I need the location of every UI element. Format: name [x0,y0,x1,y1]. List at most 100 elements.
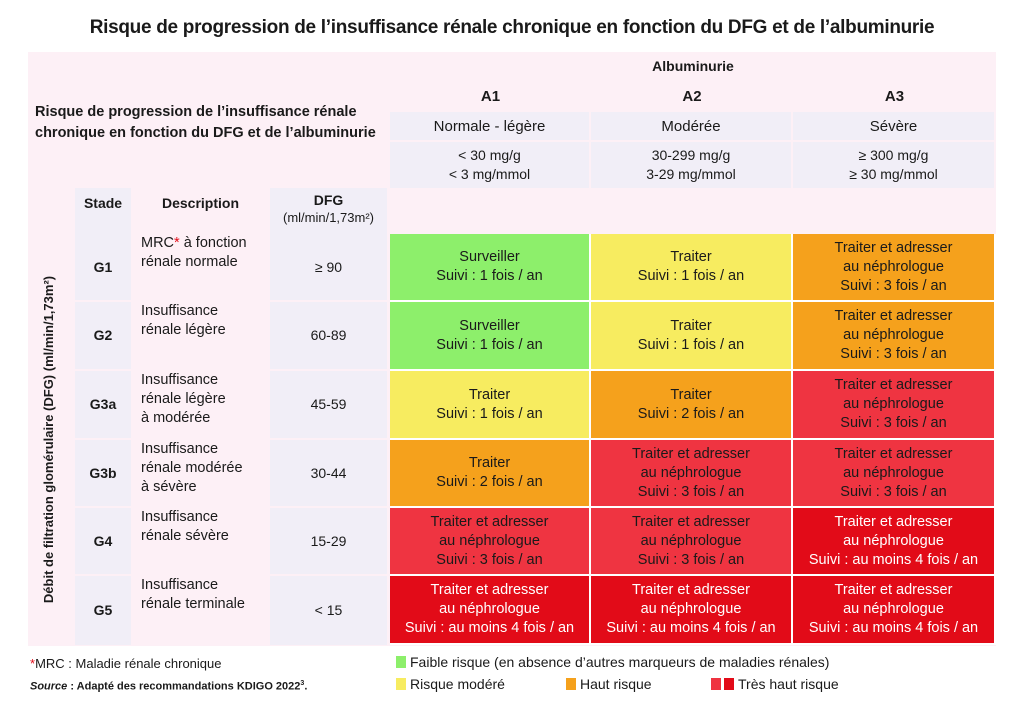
cell-line: Suivi : au moins 4 fois / an [404,620,575,636]
stage-g3b: G3b [75,440,131,508]
description-line: Insuffisance [141,441,219,457]
dfg-value: 45-59 [270,371,387,440]
cell-line: Traiter et adresser [834,513,953,530]
cell-line: Surveiller [459,317,520,334]
cell-line: au néphrologue [843,464,944,481]
cell-line: Traiter et adresser [632,513,750,530]
cell-line: au néphrologue [640,601,742,617]
cell-line: Suivi : au moins 4 fois / an [808,620,979,636]
albumin-label: Normale - légère [390,112,591,140]
cell-line: Traiter et adresser [430,582,549,598]
description-line: à sévère [141,479,197,495]
dfg-value: ≥ 90 [270,234,387,302]
description-line: Insuffisance [141,509,219,525]
albumin-code-a3: A3 [884,87,905,105]
stage-description: MRC* à fonction rénale normale [133,234,268,302]
footnote-star: * [174,235,180,251]
risk-cell-g1-a3: Traiter et adresser au néphrologue Suivi :… [793,234,996,302]
legend-swatch-high [566,678,576,690]
risk-cell-g4-a3: Traiter et adresser au néphrologue Suivi :… [793,508,996,576]
stage-g1: G1 [75,234,131,302]
description-line: rénale modérée [141,460,243,476]
legend-label: Très haut risque [738,676,839,692]
cell-line: Traiter [468,455,511,471]
description-line: Insuffisance [141,577,219,593]
stage-description: Insuffisance rénale sévère [133,508,268,576]
risk-cell-g5-a1: Traiter et adresser au néphrologue Suivi :… [390,576,591,645]
cell-line: Traiter et adresser [834,308,953,324]
legend-label: Haut risque [580,676,652,692]
risk-cell-g3b-a3: Traiter et adresser au néphrologue Suivi :… [793,440,996,508]
cell-line: Suivi : 3 fois / an [637,483,745,500]
risk-cell-g1-a1: Surveiller Suivi : 1 fois / an [390,234,591,302]
cell-line: Suivi : 1 fois / an [436,336,543,353]
stage-description: Insuffisance rénale légère [133,302,268,371]
cell-line: Traiter [670,317,712,334]
risk-cell-g1-a2: Traiter Suivi : 1 fois / an [591,234,793,302]
cell-line: Traiter et adresser [834,582,953,598]
risk-cell-g3a-a2: Traiter Suivi : 2 fois / an [591,371,793,440]
description-line: à modérée [141,410,211,426]
cell-line: Suivi : 3 fois / an [840,346,947,362]
cell-line: Suivi : 2 fois / an [436,474,543,490]
cell-line: Traiter [670,249,712,265]
footnote-text: MRC : Maladie rénale chronique [35,656,222,671]
risk-cell-g2-a2: Traiter Suivi : 1 fois / an [591,302,793,371]
table-header-title: Risque de progression de l’insuffisance … [35,102,376,144]
risk-cell-g3a-a3: Traiter et adresser au néphrologue Suivi :… [793,371,996,440]
cell-line: Traiter et adresser [834,239,953,256]
stage-g2: G2 [75,302,131,371]
source-text: : Adapté des recommandations KDIGO 2022 [67,680,301,693]
cell-line: Suivi : au moins 4 fois / an [606,620,776,636]
cell-line: Suivi : 1 fois / an [637,268,745,284]
dfg-header-unit: (ml/min/1,73m²) [282,210,374,225]
legend-swatch-very-high-2 [724,678,734,690]
cell-line: Suivi : 3 fois / an [840,277,947,294]
description-text: à fonction [179,235,247,251]
legend-very-high: Très haut risque [711,676,839,692]
albuminurie-header: Albuminurie [652,57,734,74]
cell-line: Traiter [468,386,511,403]
albumin-range: ≥ 300 mg/g ≥ 30 mg/mmol [793,140,996,188]
cell-line: au néphrologue [843,532,944,549]
risk-cell-g2-a1: Surveiller Suivi : 1 fois / an [390,302,591,371]
stage-description: Insuffisance rénale modérée à sévère [133,440,268,508]
dfg-header-label: DFG [313,192,344,208]
risk-cell-g4-a2: Traiter et adresser au néphrologue Suivi :… [591,508,793,576]
range-line: ≥ 300 mg/g [858,147,929,163]
cell-line: au néphrologue [640,532,742,549]
legend-moderate: Risque modéré [396,676,505,692]
cell-line: Suivi : 3 fois / an [840,415,947,431]
description-line: rénale légère [141,391,226,407]
stage-g4: G4 [75,508,131,576]
cell-line: Suivi : 3 fois / an [436,551,543,568]
stage-g3a: G3a [75,371,131,440]
cell-line: Traiter et adresser [834,445,953,462]
footnote-star: * [30,656,36,671]
cell-line: au néphrologue [843,396,944,412]
dfg-value: 15-29 [270,508,387,576]
description-line: rénale terminale [141,596,245,612]
albumin-label: Modérée [591,112,793,140]
header-line: chronique en fonction du DFG et de l’alb… [35,125,376,141]
legend-high: Haut risque [566,676,652,692]
cell-line: Suivi : 1 fois / an [637,336,745,353]
stage-g5: G5 [75,576,131,645]
column-header-stade: Stade [75,188,131,234]
cell-line: Traiter et adresser [834,377,953,393]
cell-line: Suivi : 3 fois / an [637,551,745,568]
cell-line: au néphrologue [843,258,944,275]
description-line: rénale légère [141,322,226,338]
header-line: Risque de progression de l’insuffisance … [35,104,357,120]
description-text: MRC [141,235,175,251]
cell-line: Suivi : au moins 4 fois / an [808,551,979,568]
dfg-value: 60-89 [270,302,387,371]
risk-cell-g2-a3: Traiter et adresser au néphrologue Suivi :… [793,302,996,371]
dfg-value: < 15 [270,576,387,645]
cell-line: au néphrologue [439,532,540,549]
legend-swatch-very-high-1 [711,678,721,690]
range-line: 30-299 mg/g [651,147,731,163]
legend-swatch-low [396,656,406,668]
source-note: Source : Adapté des recommandations KDIG… [30,680,307,693]
cell-line: Suivi : 1 fois / an [436,405,543,422]
